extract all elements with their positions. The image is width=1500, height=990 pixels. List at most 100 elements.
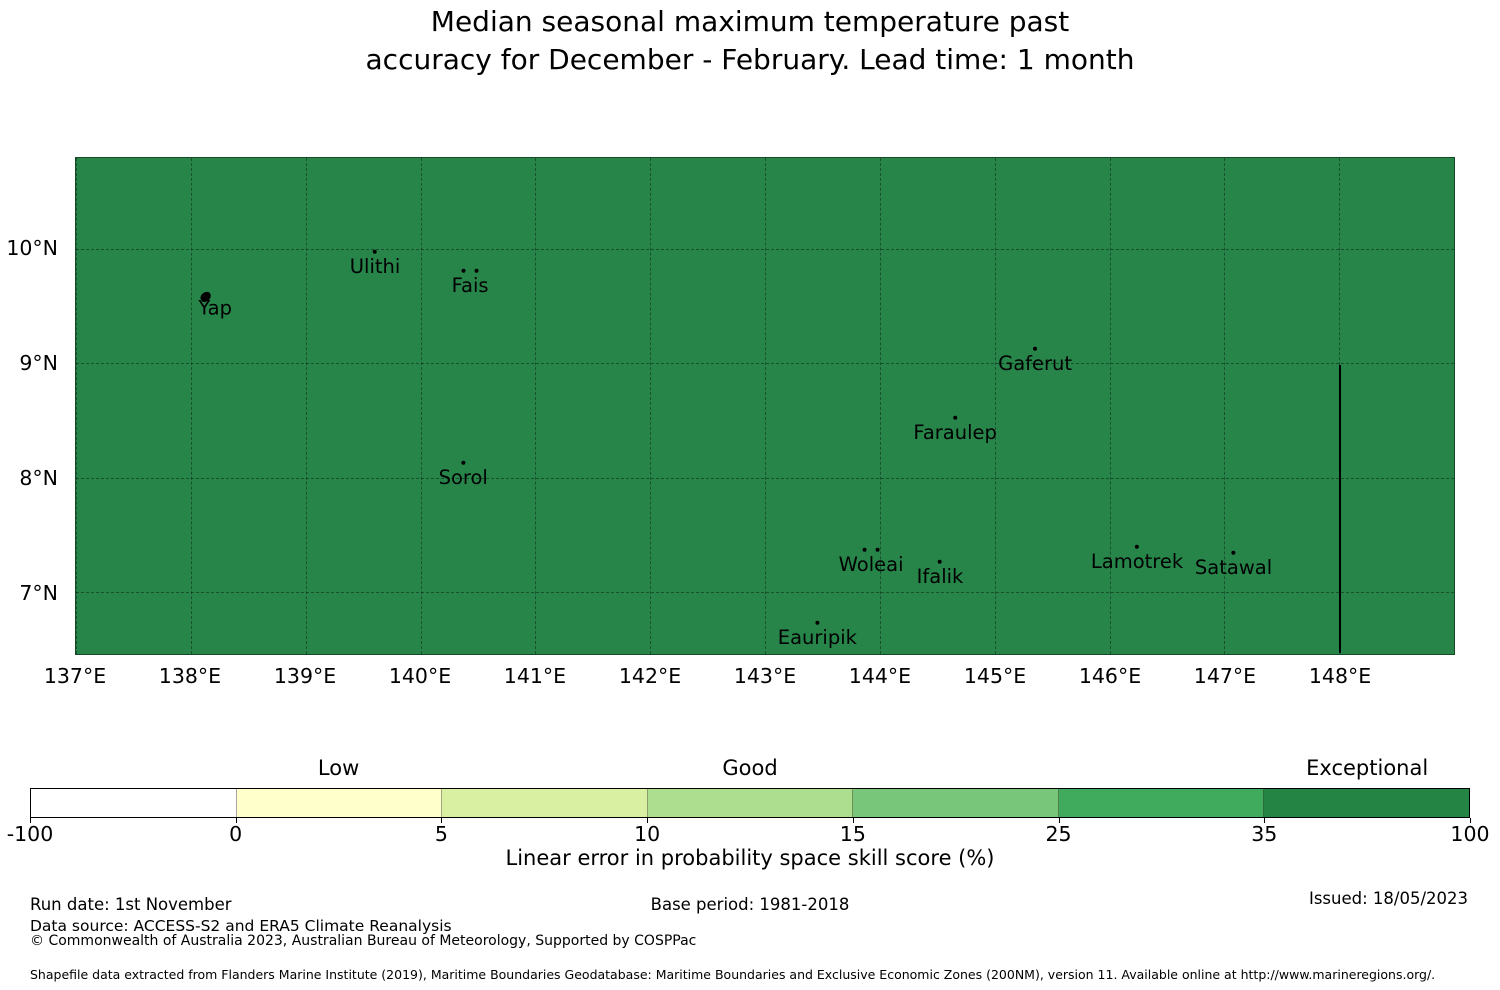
gridline-meridian (420, 158, 422, 654)
issued-date-text: Issued: 18/05/2023 (1308, 889, 1468, 908)
colorbar-category-label: Exceptional (1306, 756, 1429, 780)
island-ifalik: Ifalik (917, 559, 963, 588)
island-gaferut: Gaferut (998, 347, 1072, 375)
island-label: Sorol (438, 465, 488, 489)
y-tick-label: 9°N (19, 351, 58, 376)
x-tick-label: 147°E (1193, 664, 1257, 688)
y-tick-label: 8°N (19, 466, 58, 491)
colorbar-segment (1058, 789, 1265, 817)
title-line-1: Median seasonal maximum temperature past (430, 5, 1070, 38)
gridline-meridian (1109, 158, 1111, 654)
colorbar-ticklabels: -100 0 5 10 15 25 35 100 (7, 821, 1490, 847)
island-dot (474, 269, 479, 274)
gridline-parallel (76, 248, 1454, 250)
colorbar-category-label: Good (722, 756, 778, 780)
colorbar-segment (647, 789, 854, 817)
map-region: Yap Ulithi Fais Sorol Gaferut Faraulep Woleai I… (75, 157, 1455, 655)
y-tick-label: 7°N (19, 581, 58, 606)
island-dot (815, 620, 820, 625)
island-dot (1231, 550, 1236, 555)
island-dot (862, 547, 867, 552)
colorbar-tick (1470, 818, 1471, 823)
colorbar-tick (1058, 818, 1060, 823)
island-dot (937, 559, 942, 564)
island-faraulep: Faraulep (913, 415, 997, 444)
base-period-text: Base period: 1981-2018 (650, 895, 850, 914)
gridline-meridian (76, 158, 77, 654)
island-dot (373, 249, 378, 254)
gridline-meridian (305, 158, 307, 654)
colorbar-segment (442, 789, 648, 817)
x-tick-label: 138°E (158, 664, 222, 688)
island-dot (875, 547, 880, 552)
island-label: Yap (198, 296, 232, 320)
x-tick-label: 143°E (733, 664, 797, 688)
x-tick-label: 140°E (388, 664, 452, 688)
shapefile-attribution-text: Shapefile data extracted from Flanders M… (30, 967, 1436, 982)
island-fais: Fais (452, 269, 489, 297)
gridline-meridian (190, 158, 192, 654)
colorbar-tick (1264, 818, 1266, 823)
colorbar-category-label: Low (317, 756, 360, 780)
colorbar-tick (852, 818, 854, 823)
data-source-text: Data source: ACCESS-S2 and ERA5 Climate … (30, 917, 452, 935)
gridline-meridian (879, 158, 881, 654)
island-sorol: Sorol (438, 460, 488, 489)
colorbar-tick (647, 818, 649, 823)
gridline-meridian (1224, 158, 1226, 654)
gridline-meridian (765, 158, 766, 654)
colorbar-tick (235, 818, 237, 823)
x-tick-label: 146°E (1078, 664, 1142, 688)
island-label: Eauripik (777, 625, 857, 649)
island-satawal: Satawal (1194, 550, 1273, 579)
island-dot (461, 460, 466, 465)
island-label: Woleai (838, 552, 904, 576)
x-tick-label: 145°E (963, 664, 1027, 688)
colorbar-tickmarks (30, 818, 1471, 823)
colorbar-tick-label: 0 (229, 822, 243, 846)
colorbar-categories: Low Good Exceptional (30, 756, 1470, 786)
island-label: Ulithi (349, 254, 401, 278)
island-dot (1135, 544, 1140, 549)
island-yap: Yap (198, 290, 232, 320)
colorbar (30, 788, 1470, 818)
page-title: Median seasonal maximum temperature past… (0, 3, 1500, 79)
colorbar-tick-label: 25 (1045, 822, 1072, 846)
island-eauripik: Eauripik (777, 620, 857, 649)
gridline-meridian (994, 158, 996, 654)
gridline-parallel (76, 363, 1454, 365)
island-label: Faraulep (913, 420, 997, 444)
island-label: Satawal (1194, 555, 1273, 579)
gridline-meridian (535, 158, 537, 654)
colorbar-segment (236, 789, 443, 817)
x-tick-label: 148°E (1308, 664, 1372, 688)
colorbar-tick-label: 5 (434, 822, 448, 846)
x-tick-label: 137°E (43, 664, 107, 688)
colorbar-segment (853, 789, 1059, 817)
colorbar-tick (441, 818, 443, 823)
colorbar-tick (30, 818, 31, 823)
colorbar-tick-label: 35 (1251, 822, 1278, 846)
x-tick-label: 139°E (273, 664, 337, 688)
gridline-parallel (76, 592, 1454, 594)
island-ulithi: Ulithi (349, 249, 401, 278)
copyright-text: © Commonwealth of Australia 2023, Austra… (30, 933, 697, 949)
y-tick-label: 10°N (6, 236, 58, 261)
colorbar-segment (1264, 789, 1470, 817)
colorbar-tick-label: 100 (1450, 822, 1490, 846)
x-tick-label: 142°E (618, 664, 682, 688)
run-date-text: Run date: 1st November (30, 895, 232, 914)
gridline-meridian (650, 158, 652, 654)
island-label: Fais (451, 274, 489, 298)
y-axis: 10°N 9°N 8°N 7°N (0, 157, 66, 655)
eez-boundary-line (1339, 365, 1342, 653)
title-line-2: accuracy for December - February. Lead t… (365, 43, 1135, 76)
island-label: Lamotrek (1090, 549, 1184, 573)
x-axis: 137°E 138°E 139°E 140°E 141°E 142°E 143°E 144°E… (44, 663, 1455, 691)
island-dot (953, 415, 958, 420)
island-dots (862, 547, 880, 552)
colorbar-tick-label: 10 (634, 822, 661, 846)
x-tick-label: 144°E (848, 664, 912, 688)
colorbar-tick-label: -100 (6, 822, 54, 846)
